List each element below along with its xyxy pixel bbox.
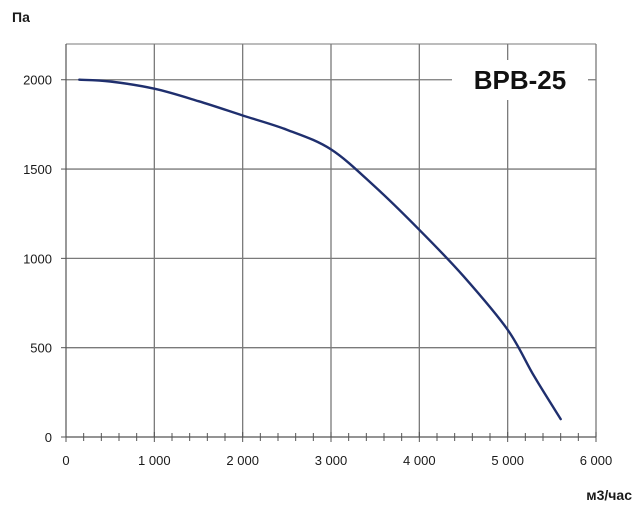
x-tick-label: 0 bbox=[62, 453, 69, 468]
y-axis-title: Па bbox=[12, 9, 30, 25]
x-tick-label: 5 000 bbox=[491, 453, 524, 468]
x-axis-title: м3/час bbox=[586, 487, 632, 503]
tick-labels: 0 1 000 2 000 3 000 4 000 5 000 6 000 0 500 1000 1… bbox=[23, 73, 612, 468]
y-tick-label: 0 bbox=[45, 430, 52, 445]
y-tick-label: 2000 bbox=[23, 73, 52, 88]
title-group: BPB-25 bbox=[452, 60, 588, 100]
x-tick-label: 4 000 bbox=[403, 453, 436, 468]
x-tick-label: 3 000 bbox=[315, 453, 348, 468]
x-tick-label: 1 000 bbox=[138, 453, 171, 468]
y-tick-label: 1500 bbox=[23, 162, 52, 177]
x-tick-label: 6 000 bbox=[580, 453, 613, 468]
series-line bbox=[78, 78, 562, 421]
chart-title: BPB-25 bbox=[474, 65, 566, 95]
series-group bbox=[78, 78, 562, 421]
x-tick-label: 2 000 bbox=[226, 453, 259, 468]
y-tick-label: 1000 bbox=[23, 251, 52, 266]
grid bbox=[66, 43, 597, 437]
title-background bbox=[452, 60, 588, 100]
axes bbox=[61, 44, 596, 438]
y-tick-label: 500 bbox=[30, 341, 52, 356]
